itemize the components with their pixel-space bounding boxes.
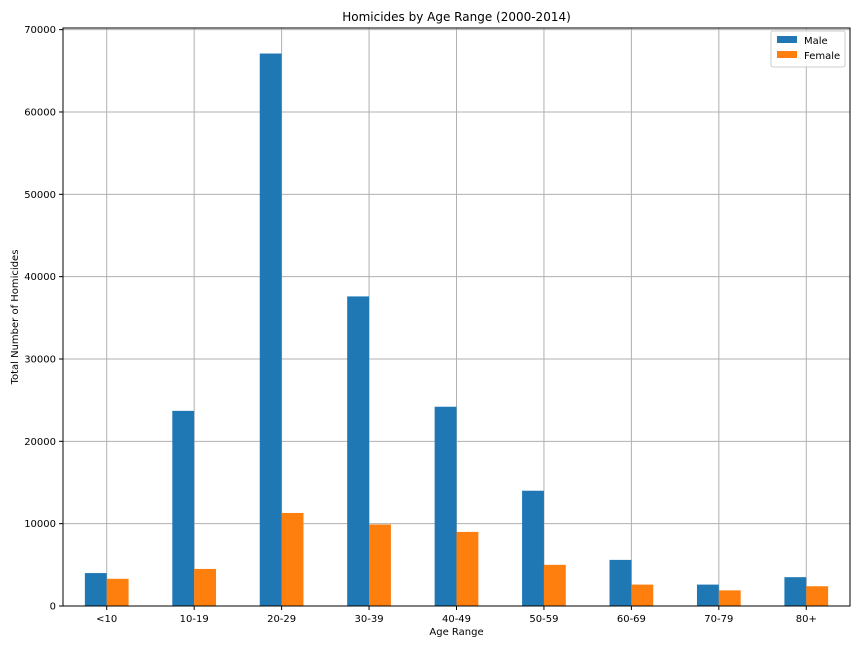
legend-label-male: Male <box>804 36 828 47</box>
x-tick-label: 60-69 <box>617 614 646 625</box>
bar-male-5 <box>522 490 544 606</box>
y-tick-label: 40000 <box>24 272 56 283</box>
bar-female-2 <box>281 512 304 606</box>
legend-label-female: Female <box>804 51 840 62</box>
y-tick-label: 70000 <box>24 25 56 36</box>
bar-male-7 <box>696 584 719 606</box>
y-tick-label: 30000 <box>24 354 56 365</box>
bar-female-8 <box>806 586 829 606</box>
bar-female-3 <box>369 524 391 606</box>
bar-male-0 <box>84 573 107 606</box>
bar-male-6 <box>609 559 632 606</box>
x-tick-label: 70-79 <box>704 614 733 625</box>
bar-female-5 <box>543 564 566 606</box>
bar-female-0 <box>106 578 129 606</box>
bars <box>84 53 829 606</box>
y-axis-label: Total Number of Homicides <box>10 250 21 386</box>
y-tick-label: 10000 <box>24 519 56 530</box>
x-tick-label: 20-29 <box>267 614 296 625</box>
bar-male-8 <box>784 577 807 606</box>
bar-male-3 <box>347 296 370 606</box>
legend: Male Female <box>770 30 846 68</box>
x-tick-label: <10 <box>96 614 117 625</box>
y-tick-label: 50000 <box>24 190 56 201</box>
bar-female-6 <box>631 584 654 606</box>
x-axis-label: Age Range <box>429 627 483 638</box>
axis-ticks: 0 10000 20000 30000 40000 50000 60000 70000 <10 1… <box>24 25 817 625</box>
x-tick-label: 10-19 <box>180 614 209 625</box>
bar-male-2 <box>259 53 282 606</box>
y-tick-label: 0 <box>50 602 56 613</box>
bar-male-4 <box>434 406 457 606</box>
legend-swatch-male <box>777 36 797 43</box>
x-tick-label: 80+ <box>796 614 817 625</box>
x-tick-label: 50-59 <box>529 614 558 625</box>
y-tick-label: 20000 <box>24 437 56 448</box>
bar-male-1 <box>172 410 195 606</box>
bar-female-4 <box>456 531 479 606</box>
legend-swatch-female <box>777 51 797 58</box>
x-tick-label: 30-39 <box>355 614 384 625</box>
chart-title: Homicides by Age Range (2000-2014) <box>342 10 571 24</box>
y-tick-label: 60000 <box>24 107 56 118</box>
x-tick-label: 40-49 <box>442 614 471 625</box>
bar-female-7 <box>718 590 741 606</box>
bar-female-1 <box>194 568 217 606</box>
